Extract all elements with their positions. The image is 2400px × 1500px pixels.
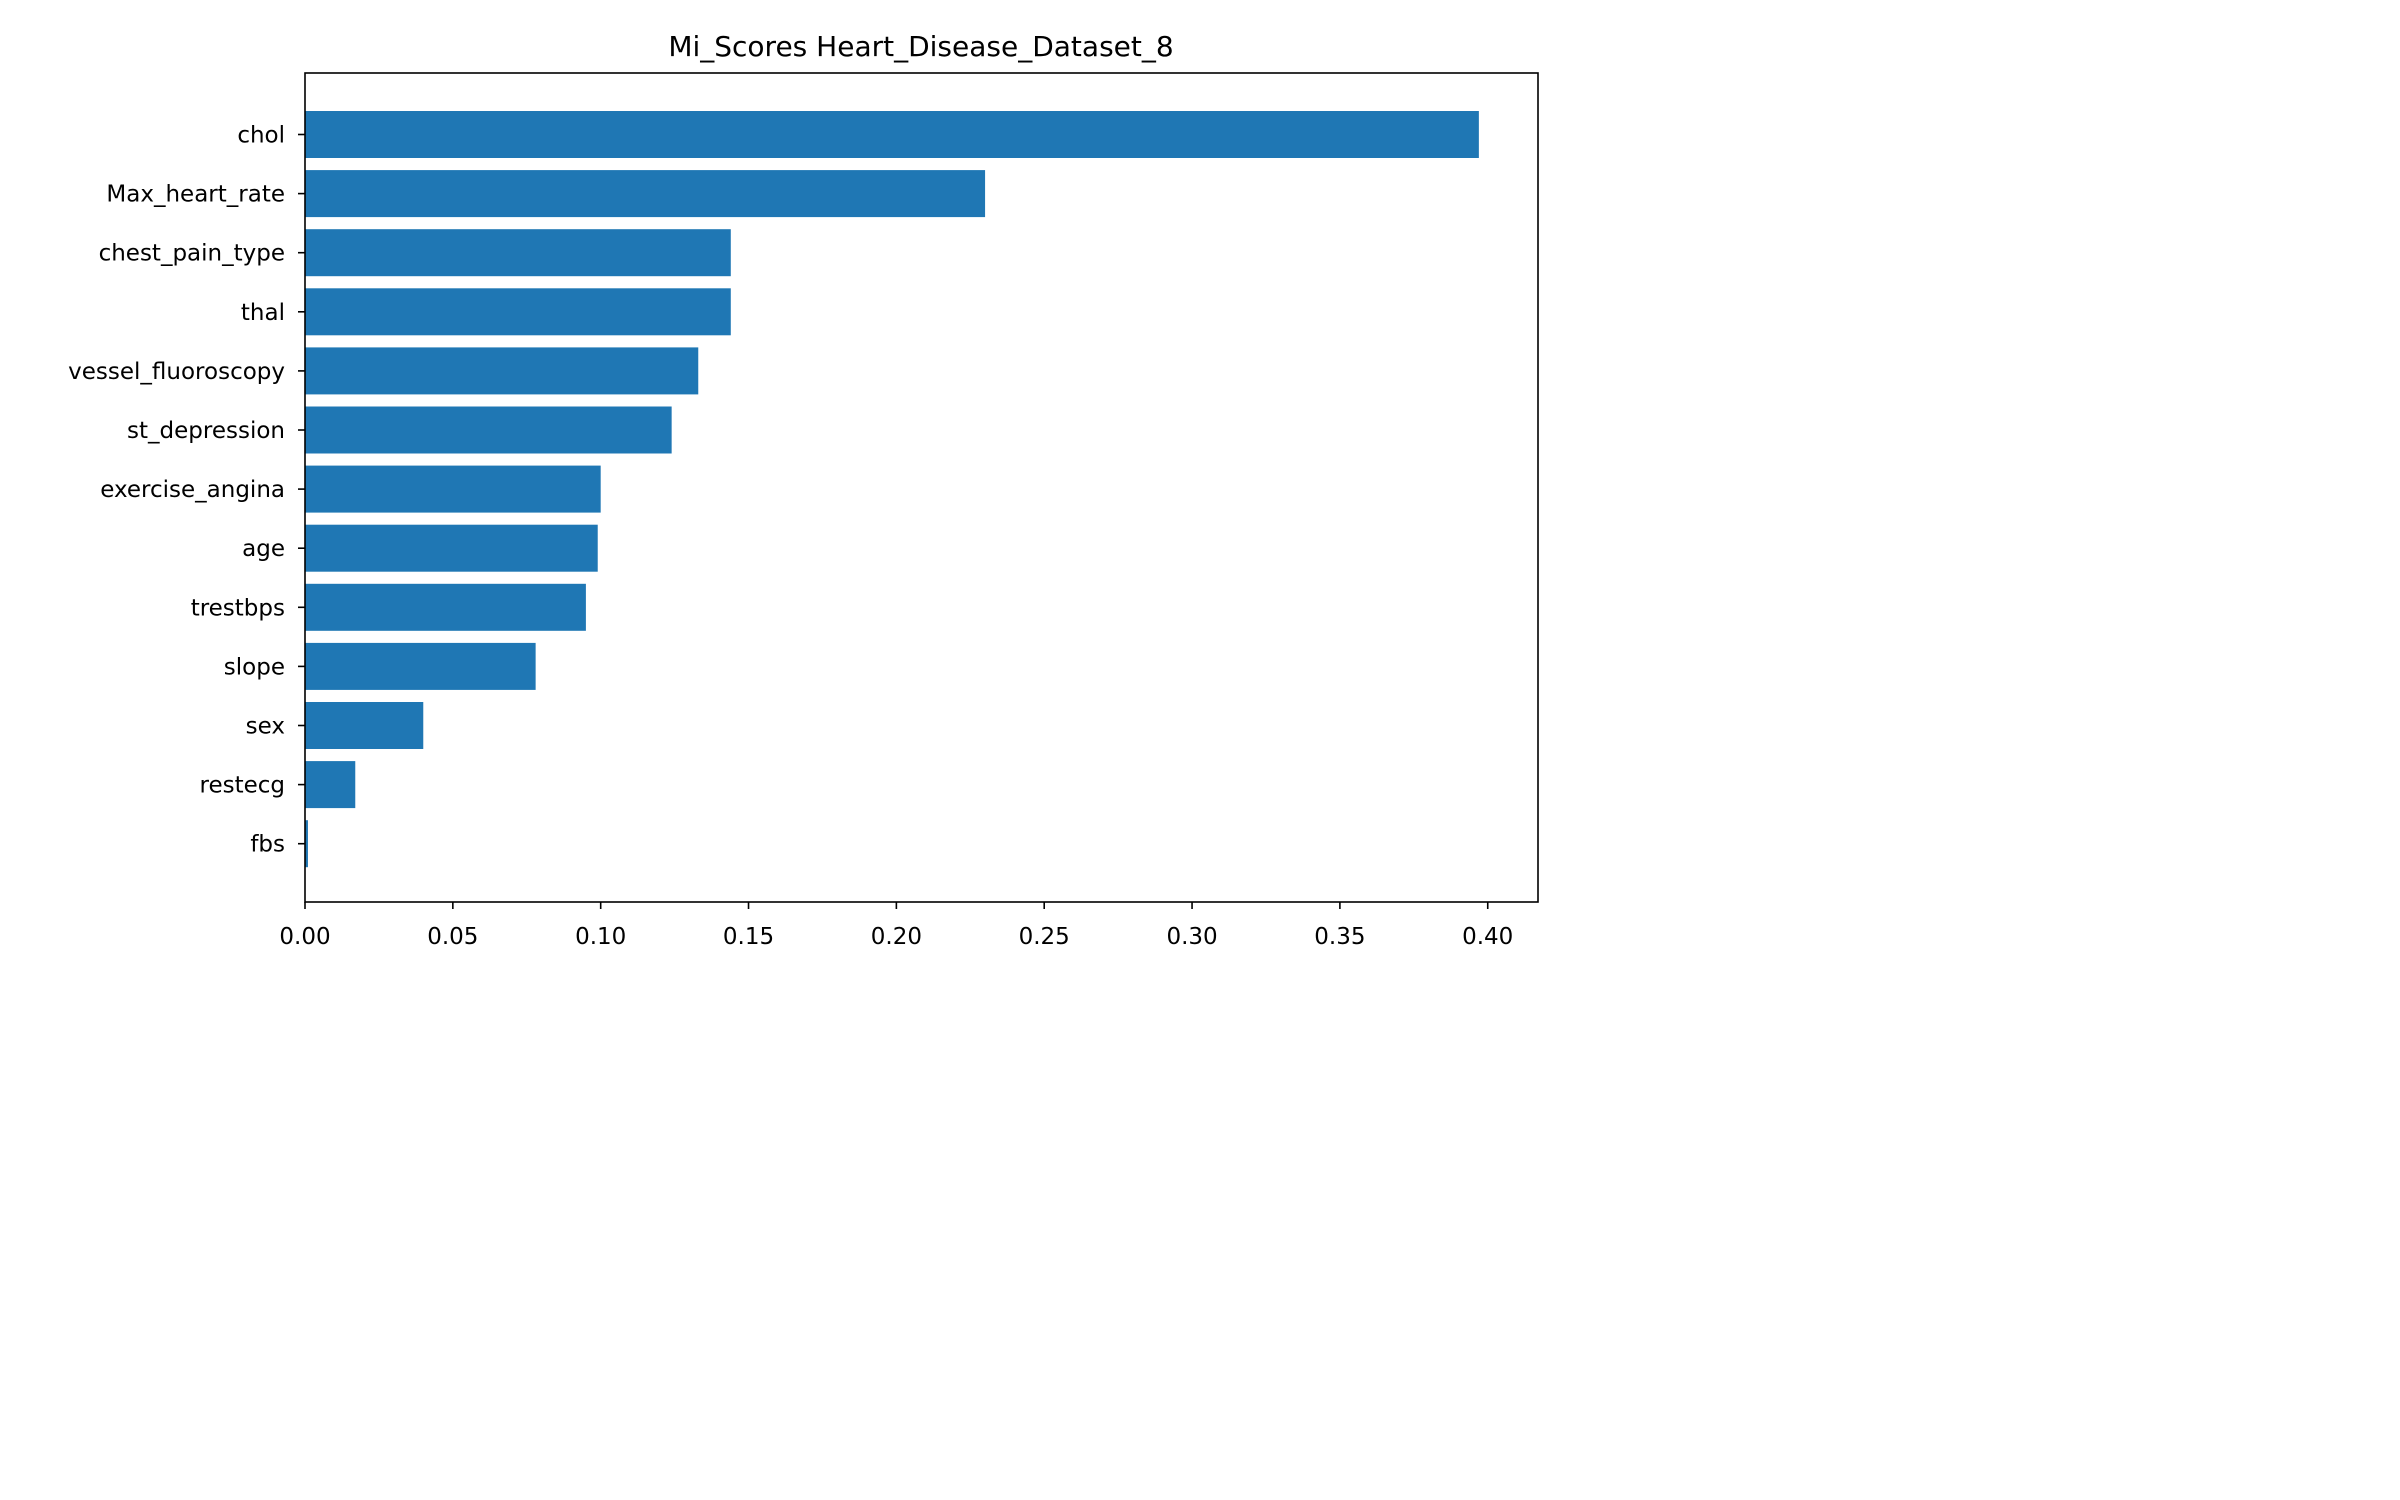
- bar-restecg: [305, 761, 356, 809]
- plot-frame: [304, 72, 1539, 903]
- bar-exercise-angina: [305, 465, 601, 513]
- x-tick-label-0-30: 0.30: [1166, 924, 1217, 950]
- bar-max-heart-rate: [305, 170, 986, 218]
- chart-title: Mi_Scores Heart_Disease_Dataset_8: [668, 30, 1173, 63]
- y-tick-label-chol: chol: [237, 123, 285, 149]
- bar-sex: [305, 702, 424, 749]
- bar-age: [305, 524, 598, 572]
- y-tick-label-fbs: fbs: [250, 832, 285, 858]
- bar-thal: [305, 288, 731, 336]
- y-tick-label-max-heart-rate: Max_heart_rate: [106, 182, 285, 208]
- bar-st-depression: [305, 406, 672, 454]
- bar-fbs: [305, 820, 308, 868]
- x-tick-label-0-05: 0.05: [427, 924, 478, 950]
- bar-vessel-fluoroscopy: [305, 347, 699, 395]
- y-tick-label-exercise-angina: exercise_angina: [100, 477, 285, 503]
- x-tick-label-0-20: 0.20: [871, 924, 922, 950]
- x-tick-label-0-00: 0.00: [279, 924, 330, 950]
- x-tick-label-0-25: 0.25: [1019, 924, 1070, 950]
- bar-slope: [305, 642, 536, 690]
- y-tick-label-slope: slope: [224, 654, 285, 680]
- y-tick-label-trestbps: trestbps: [191, 595, 285, 621]
- y-tick-label-age: age: [242, 536, 285, 562]
- bars-group: [305, 111, 1479, 868]
- x-tick-label-0-10: 0.10: [575, 924, 626, 950]
- x-tick-label-0-35: 0.35: [1314, 924, 1365, 950]
- mi-scores-bar-chart: Mi_Scores Heart_Disease_Dataset_8 chol Ma…: [68, 30, 1539, 950]
- x-axis-ticks: 0.00 0.05 0.10 0.15 0.20 0.25 0.30 0.35 0.40: [279, 902, 1513, 950]
- y-tick-label-st-depression: st_depression: [127, 418, 285, 444]
- y-tick-label-thal: thal: [241, 300, 285, 326]
- y-tick-label-vessel-fluoroscopy: vessel_fluoroscopy: [68, 359, 285, 385]
- bar-chol: [305, 111, 1479, 158]
- x-tick-label-0-15: 0.15: [723, 924, 774, 950]
- y-tick-label-sex: sex: [246, 714, 285, 740]
- bar-chest-pain-type: [305, 229, 731, 277]
- y-tick-label-restecg: restecg: [200, 773, 286, 799]
- bar-trestbps: [305, 583, 586, 631]
- x-tick-label-0-40: 0.40: [1462, 924, 1513, 950]
- y-tick-label-chest-pain-type: chest_pain_type: [99, 241, 285, 267]
